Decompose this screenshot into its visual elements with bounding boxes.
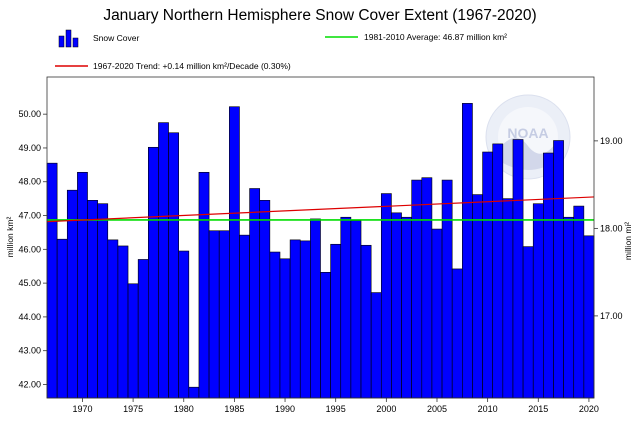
bar-1980 [178,250,190,399]
bar-1982 [198,171,210,399]
bar-1968 [56,238,68,399]
bar-2013 [512,139,524,399]
bar-1983 [208,230,220,399]
bar-2019 [573,205,585,399]
bar-1998 [360,244,372,399]
bars [46,103,595,399]
bar-1997 [350,220,362,399]
x-tick-label: 1990 [275,404,295,414]
bar-1993 [310,218,321,399]
y-tick-label: 46.00 [18,244,41,254]
bar-2015 [532,203,544,399]
plot-border [46,76,595,399]
x-tick-label: 2000 [376,404,396,414]
bar-2016 [543,152,554,399]
bar-2012 [502,198,514,399]
bar-1972 [97,203,109,399]
bar-2001 [391,212,402,399]
y-tick-label: 50.00 [18,109,41,119]
y-tick-label: 48.00 [18,177,41,187]
bar-1991 [289,239,301,399]
chart-title: January Northern Hemisphere Snow Cover E… [103,7,536,24]
x-tick-label: 1970 [72,404,92,414]
bar-2014 [522,246,534,399]
bar-2006 [441,179,453,399]
bar-2020 [583,235,595,399]
y-tick-label: 43.00 [18,346,41,356]
bar-1971 [87,200,98,399]
y-right-tick-label: 18.00 [600,223,623,233]
x-tick-label: 2015 [528,404,548,414]
bar-1989 [269,251,281,399]
legend: Snow Cover 1981-2010 Average: 46.87 mill… [55,29,507,71]
bar-2017 [553,140,564,399]
legend-snow-cover-icon [58,29,79,48]
bar-1999 [370,292,382,399]
y-axis-left: 42.00 43.00 44.00 45.00 46.00 47.00 48.00 49.00… [18,109,47,389]
y-tick-label: 49.00 [18,143,41,153]
x-tick-label: 1985 [224,404,244,414]
bar-1988 [259,200,271,399]
bar-1969 [66,189,78,399]
bar-2018 [563,216,575,399]
y-tick-label: 44.00 [18,312,41,322]
bar-2005 [431,228,443,399]
x-tick-label: 2005 [427,404,447,414]
trend-line [46,196,595,223]
bar-2002 [401,216,412,399]
x-tick-label: 1995 [326,404,346,414]
bar-2008 [462,103,473,399]
bar-2004 [421,177,433,399]
bar-1974 [117,245,129,399]
noaa-logo-text: NOAA [507,125,548,141]
x-axis: 1970 1975 1980 1985 1990 1995 2000 2005 2010 2015… [72,398,599,414]
bar-2007 [451,268,463,399]
y-tick-label: 42.00 [18,379,41,389]
bar-2011 [492,143,504,399]
bar-1990 [279,258,291,399]
y-right-tick-label: 19.00 [600,136,623,146]
bar-1996 [340,216,352,399]
bar-1994 [320,271,331,399]
bar-1975 [127,283,139,399]
bar-1973 [107,239,119,399]
bar-1970 [77,171,88,399]
x-tick-label: 2010 [478,404,498,414]
reference-lines [46,196,595,223]
bar-2003 [411,179,423,399]
y-tick-label: 45.00 [18,278,41,288]
bar-1979 [168,132,179,399]
bar-1981 [188,386,200,399]
x-tick-label: 1975 [123,404,143,414]
bar-1967 [46,162,58,399]
y-axis-right-label: million mi² [623,222,633,260]
bar-1985 [229,106,240,399]
y-right-tick-label: 17.00 [600,311,623,321]
bar-1995 [330,243,342,399]
bar-1986 [239,234,250,399]
legend-snow-cover-label: Snow Cover [93,33,139,43]
y-axis-left-label: million km² [5,217,15,258]
bar-1977 [148,146,159,399]
bar-1992 [299,240,311,399]
legend-average-label: 1981-2010 Average: 46.87 million km² [364,32,507,42]
bar-1984 [218,230,230,399]
legend-trend-label: 1967-2020 Trend: +0.14 million km²/Decad… [93,61,291,71]
bar-1976 [137,259,149,399]
x-tick-label: 2020 [579,404,599,414]
y-tick-label: 47.00 [18,211,41,221]
bar-1978 [158,122,169,399]
bar-2009 [472,194,483,399]
x-tick-label: 1980 [174,404,194,414]
y-axis-right: 17.00 18.00 19.00 [594,136,623,321]
bar-2010 [482,151,494,399]
bar-2000 [380,193,392,399]
